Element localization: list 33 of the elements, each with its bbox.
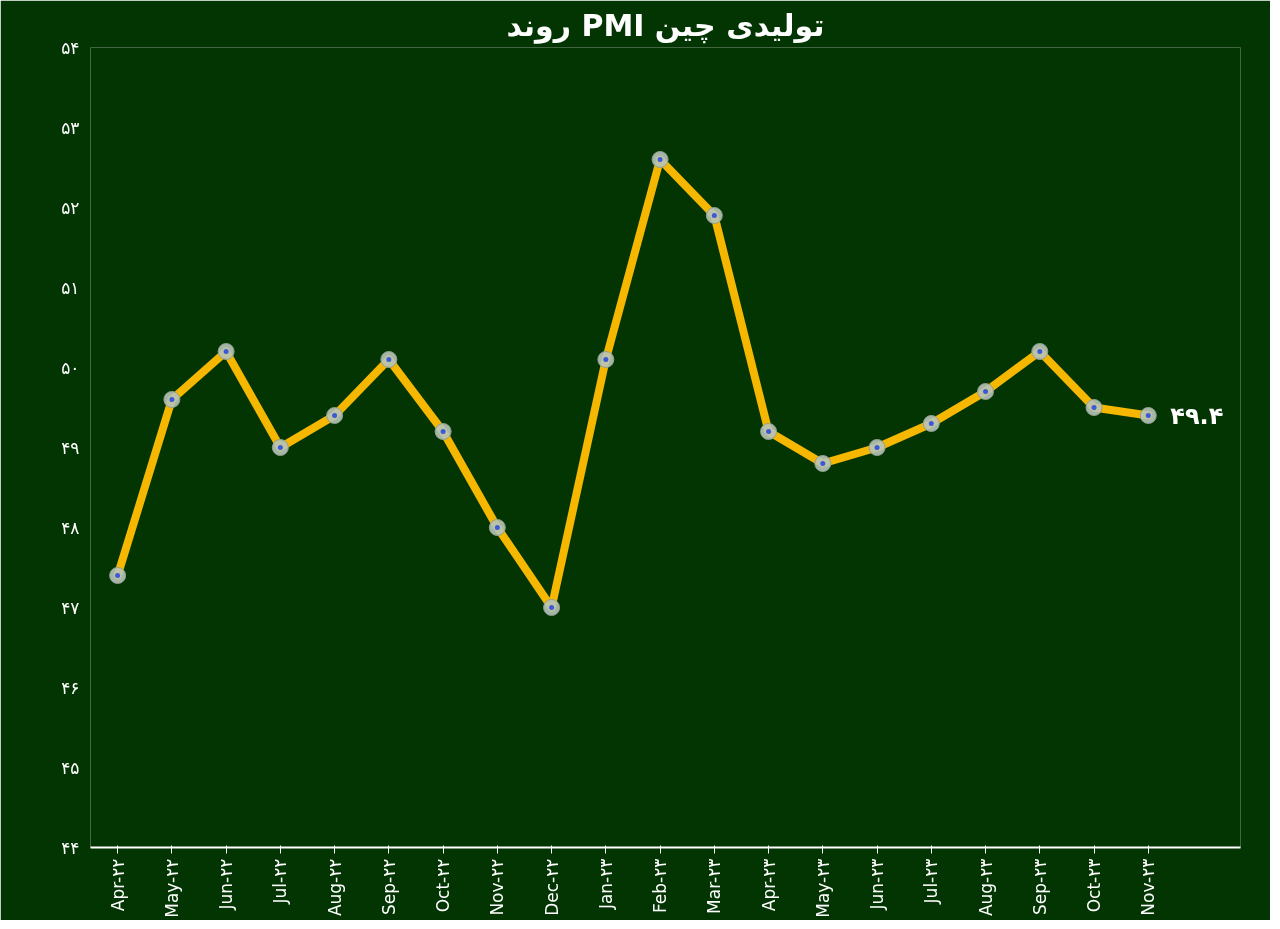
x-tick-label: Apr-۲۳ [758, 858, 779, 912]
x-tick-label: Oct-۲۲ [433, 858, 454, 913]
x-tick-label: Mar-۲۳ [704, 858, 725, 914]
y-tick-label: ۵۰ [61, 357, 80, 378]
y-tick-label: ۵۱ [61, 277, 80, 298]
x-tick-label: Aug-۲۳ [975, 858, 996, 917]
y-tick-label: ۴۶ [61, 677, 80, 698]
y-tick-label: ۴۷ [61, 597, 80, 618]
x-tick-label: Feb-۲۳ [650, 858, 671, 913]
y-tick-label: ۴۹ [61, 437, 80, 458]
x-tick-label: Jul-۲۲ [270, 858, 291, 905]
x-tick-label: Sep-۲۲ [378, 858, 399, 915]
x-tick-label: Oct-۲۳ [1084, 858, 1105, 913]
x-tick-label: Jul-۲۳ [921, 858, 942, 905]
x-tick-label: Sep-۲۳ [1029, 858, 1050, 915]
x-tick-label: Aug-۲۲ [324, 858, 345, 917]
y-tick-label: ۴۴ [61, 837, 80, 858]
y-tick-label: ۵۲ [61, 197, 80, 218]
x-tick-label: Nov-۲۳ [1138, 858, 1159, 916]
y-tick-label: ۴۸ [61, 517, 80, 538]
chart-title: روند PMI تولیدی چین [506, 7, 825, 44]
x-tick-label: Jan-۲۳ [595, 858, 616, 911]
x-tick-label: May-۲۳ [812, 858, 833, 918]
x-tick-label: Apr-۲۲ [107, 858, 128, 912]
x-tick-label: Dec-۲۲ [541, 858, 562, 916]
x-tick-label: Jun-۲۲ [216, 858, 237, 911]
y-tick-label: ۵۴ [61, 37, 80, 58]
data-label: ۴۹.۴ [1170, 401, 1224, 430]
x-tick-label: Jun-۲۳ [867, 858, 888, 911]
x-tick-label: Nov-۲۲ [487, 858, 508, 916]
x-tick-label: May-۲۲ [161, 858, 182, 918]
y-tick-label: ۴۵ [61, 757, 80, 778]
y-tick-label: ۵۳ [61, 117, 80, 138]
